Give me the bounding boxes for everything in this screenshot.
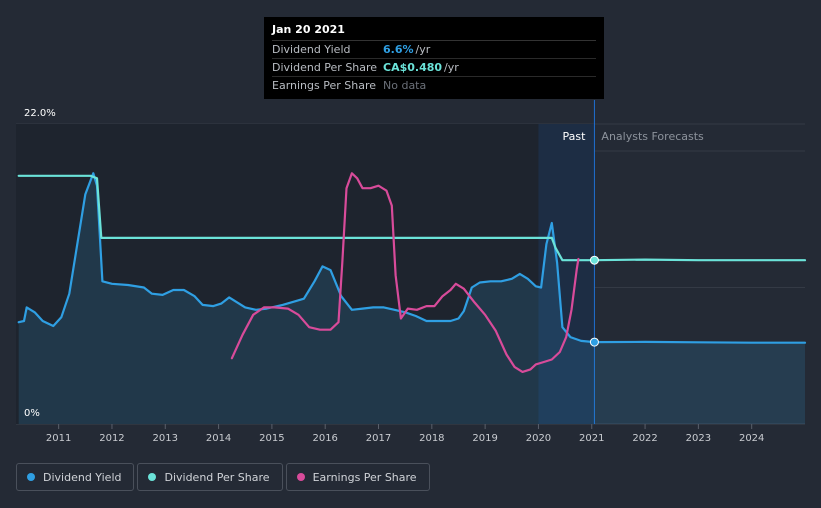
- x-tick-label: 2016: [312, 433, 337, 444]
- forecast-label: Analysts Forecasts: [601, 130, 704, 143]
- legend-dot-icon: [27, 473, 35, 481]
- x-tick-label: 2024: [739, 433, 764, 444]
- tooltip-label: Dividend Yield: [272, 43, 351, 56]
- tooltip-label: Dividend Per Share: [272, 61, 378, 74]
- legend-dot-icon: [148, 473, 157, 481]
- tooltip-row-earnings-per-share: Earnings Per Share No data: [272, 77, 596, 94]
- x-tick-label: 2018: [419, 433, 444, 444]
- marker-dividend-yield: [589, 337, 599, 347]
- past-label: Past: [562, 130, 586, 143]
- tooltip-date: Jan 20 2021: [272, 23, 596, 41]
- chart-regions: Past Analysts Forecasts: [16, 100, 704, 424]
- legend-item-dividend-per-share[interactable]: Dividend Per Share: [137, 463, 283, 491]
- legend-item-dividend-yield[interactable]: Dividend Yield: [16, 463, 135, 491]
- y-tick-label: 0%: [24, 408, 40, 419]
- tooltip-label: Earnings Per Share: [272, 79, 377, 92]
- legend-label: Earnings Per Share: [312, 470, 417, 484]
- y-tick-label: 22.0%: [24, 108, 56, 119]
- x-tick-label: 2022: [632, 433, 657, 444]
- tooltip-value: No data: [383, 79, 427, 92]
- series-line-earnings-per-share: [230, 172, 580, 373]
- axis-layer: 22.0% 0% 2011 2012 2013 2014 2015 2016 2017 2018 2…: [24, 108, 764, 444]
- data-tooltip: Jan 20 2021 Dividend Yield 6.6% /yr Divi…: [264, 17, 604, 99]
- highlight-band: [538, 124, 595, 424]
- x-tick-label: 2019: [472, 433, 497, 444]
- series-area-dividend-yield: [18, 173, 805, 424]
- past-region: [16, 124, 595, 424]
- x-tick-label: 2012: [99, 433, 124, 444]
- chart-legend: Dividend Yield Dividend Per Share Earnin…: [16, 463, 430, 491]
- legend-label: Dividend Yield: [43, 470, 122, 484]
- x-tick-label: 2017: [366, 433, 391, 444]
- legend-dot-icon: [296, 473, 305, 481]
- marker-dividend-per-share: [589, 255, 599, 265]
- tooltip-unit: /yr: [415, 43, 431, 56]
- x-tick-label: 2021: [579, 433, 604, 444]
- x-tick-label: 2015: [259, 433, 284, 444]
- x-tick-label: 2023: [686, 433, 711, 444]
- tooltip-row-dividend-per-share: Dividend Per Share CA$0.480 /yr: [272, 59, 596, 77]
- x-tick-label: 2014: [206, 433, 231, 444]
- tooltip-value: CA$0.480: [383, 61, 443, 74]
- series-layer: [17, 172, 807, 424]
- x-tick-label: 2011: [46, 433, 71, 444]
- tooltip-unit: /yr: [444, 61, 459, 74]
- legend-item-earnings-per-share[interactable]: Earnings Per Share: [285, 463, 430, 491]
- legend-label: Dividend Per Share: [164, 470, 270, 484]
- x-tick-label: 2013: [153, 433, 178, 444]
- x-tick-label: 2020: [526, 433, 551, 444]
- series-line-dividend-per-share: [17, 174, 807, 262]
- tooltip-row-dividend-yield: Dividend Yield 6.6% /yr: [272, 41, 596, 59]
- tooltip-value: 6.6%: [383, 43, 414, 56]
